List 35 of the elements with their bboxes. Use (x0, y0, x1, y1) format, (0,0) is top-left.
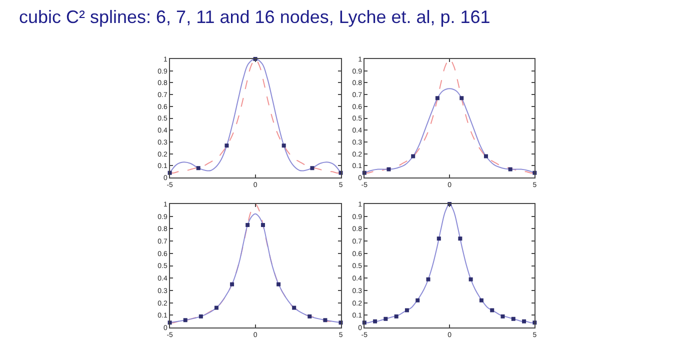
point (384, 316, 388, 321)
point (522, 319, 526, 324)
point (460, 96, 464, 100)
point (435, 96, 440, 100)
point (386, 167, 391, 172)
chart-title: cubic C² splines: 6, 7, 11 and 16 nodes, Lyche et. al, p. 161 (19, 7, 490, 27)
point (246, 222, 250, 227)
point (310, 166, 314, 170)
point (411, 154, 416, 158)
point (458, 236, 462, 241)
point (500, 314, 505, 318)
point (426, 277, 430, 282)
point (490, 308, 494, 312)
point (224, 144, 229, 148)
point (479, 298, 484, 302)
point (308, 314, 312, 318)
point (198, 314, 203, 318)
point (484, 154, 488, 158)
point (468, 277, 473, 282)
point (323, 318, 328, 322)
point (416, 298, 420, 302)
point (373, 319, 378, 324)
point (292, 306, 296, 310)
point (404, 308, 409, 312)
point (282, 144, 286, 148)
point (183, 318, 188, 322)
point (230, 282, 234, 286)
point (214, 306, 218, 310)
point (276, 282, 281, 286)
point (394, 314, 398, 318)
point (511, 316, 516, 321)
point (508, 167, 512, 172)
point (260, 222, 265, 227)
point (196, 166, 200, 170)
point (436, 236, 441, 241)
